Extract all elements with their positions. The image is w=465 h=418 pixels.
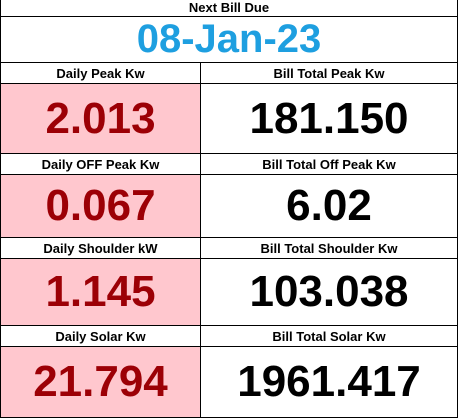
- left-label: Daily OFF Peak Kw: [0, 153, 201, 175]
- right-label: Bill Total Solar Kw: [200, 325, 458, 347]
- left-value: 1.145: [0, 258, 201, 326]
- left-label: Daily Solar Kw: [0, 325, 201, 347]
- right-label: Bill Total Shoulder Kw: [200, 237, 458, 259]
- title: Next Bill Due: [0, 0, 458, 17]
- due-date: 08-Jan-23: [0, 16, 458, 63]
- right-value: 181.150: [200, 83, 458, 154]
- right-label: Bill Total Off Peak Kw: [200, 153, 458, 175]
- label-row: Daily Solar Kw Bill Total Solar Kw: [0, 325, 458, 347]
- right-value: 6.02: [200, 174, 458, 238]
- right-label: Bill Total Peak Kw: [200, 62, 458, 84]
- left-label: Daily Shoulder kW: [0, 237, 201, 259]
- value-row: 21.794 1961.417: [0, 346, 458, 418]
- label-row: Daily Peak Kw Bill Total Peak Kw: [0, 62, 458, 84]
- left-value: 2.013: [0, 83, 201, 154]
- value-row: 2.013 181.150: [0, 83, 458, 154]
- left-label: Daily Peak Kw: [0, 62, 201, 84]
- left-value: 0.067: [0, 174, 201, 238]
- value-row: 1.145 103.038: [0, 258, 458, 326]
- left-value: 21.794: [0, 346, 201, 418]
- right-value: 1961.417: [200, 346, 458, 418]
- title-row: Next Bill Due: [0, 0, 458, 17]
- date-row: 08-Jan-23: [0, 16, 458, 63]
- value-row: 0.067 6.02: [0, 174, 458, 238]
- label-row: Daily Shoulder kW Bill Total Shoulder Kw: [0, 237, 458, 259]
- label-row: Daily OFF Peak Kw Bill Total Off Peak Kw: [0, 153, 458, 175]
- right-value: 103.038: [200, 258, 458, 326]
